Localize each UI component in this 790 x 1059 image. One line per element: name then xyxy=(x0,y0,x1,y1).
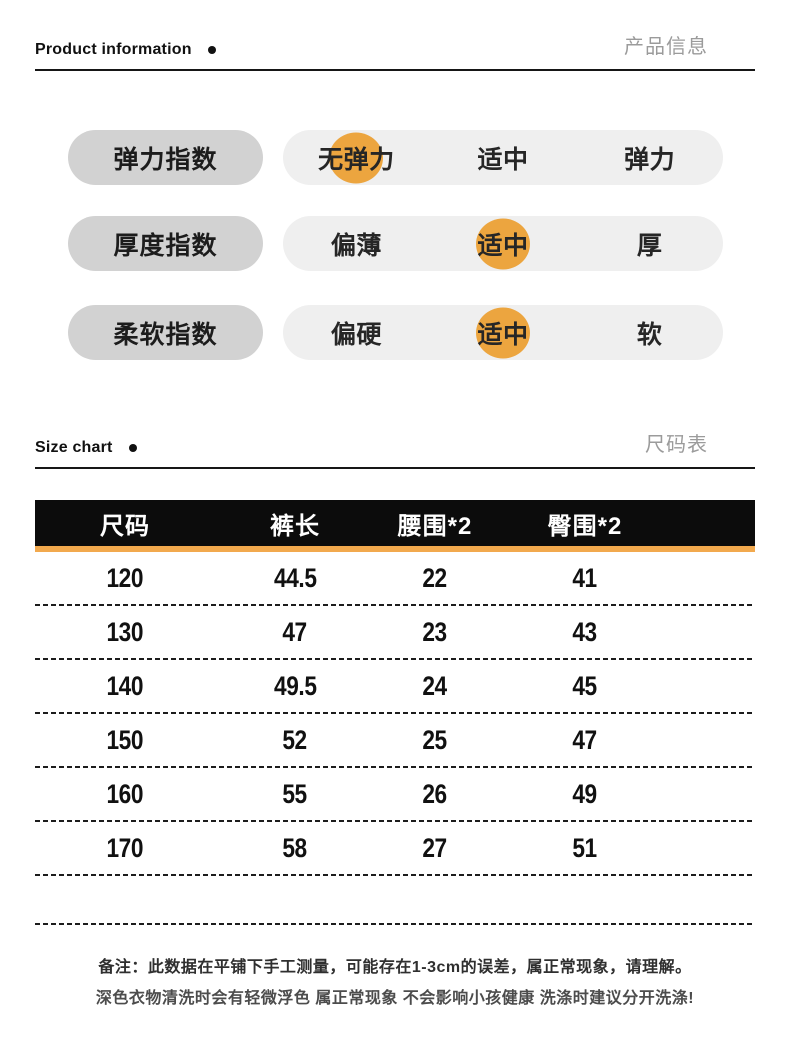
indicator-label: 弹力指数 xyxy=(68,130,263,185)
remark-washing: 深色衣物清洗时会有轻微浮色 属正常现象 不会影响小孩健康 洗涤时建议分开洗涤! xyxy=(95,990,695,1007)
indicator-option: 厚 xyxy=(576,216,723,271)
cell-size: 140 xyxy=(106,670,144,701)
indicator-option: 弹力 xyxy=(576,130,723,185)
cell-pant-length: 49.5 xyxy=(273,670,317,701)
table-row: 140 49.5 24 45 xyxy=(35,660,755,712)
indicator-option-label: 偏薄 xyxy=(330,231,382,260)
cell-pant-length: 58 xyxy=(282,832,308,863)
product-info-header: Product information 产品信息 xyxy=(35,30,755,71)
indicator-scale: 无弹力 适中 弹力 xyxy=(283,130,723,185)
size-chart-title-group: Size chart xyxy=(35,439,137,457)
indicator-option: 软 xyxy=(576,305,723,360)
indicator-option-label: 适中 xyxy=(477,145,529,174)
row-divider xyxy=(35,874,755,876)
indicator-label: 厚度指数 xyxy=(68,216,263,271)
indicator-label: 柔软指数 xyxy=(68,305,263,360)
cell-waist: 25 xyxy=(422,724,448,755)
indicator-option: 无弹力 xyxy=(283,130,430,185)
row-divider xyxy=(35,923,755,925)
accent-strip xyxy=(35,546,755,552)
row-divider xyxy=(35,604,755,606)
row-divider xyxy=(35,820,755,822)
cell-hip: 51 xyxy=(572,832,598,863)
cell-size: 160 xyxy=(106,778,144,809)
indicator-option: 适中 xyxy=(430,216,577,271)
table-row: 150 52 25 47 xyxy=(35,714,755,766)
cell-hip: 47 xyxy=(572,724,598,755)
indicator-option: 偏硬 xyxy=(283,305,430,360)
indicator-row-thickness: 厚度指数 偏薄 适中 厚 xyxy=(68,216,723,271)
size-chart-title-en: Size chart xyxy=(35,439,113,456)
cell-waist: 27 xyxy=(422,832,448,863)
bullet-dot-icon xyxy=(207,46,216,54)
indicator-option-label: 厚 xyxy=(636,231,663,260)
col-header-waist: 腰围*2 xyxy=(397,512,473,540)
col-header-hip: 臀围*2 xyxy=(547,512,623,540)
size-chart-table: 尺码 裤长 腰围*2 臀围*2 120 44.5 22 41 130 47 23… xyxy=(35,500,755,925)
table-empty-row xyxy=(35,876,755,923)
cell-size: 130 xyxy=(106,616,144,647)
remark-measurement: 备注：此数据在平铺下手工测量，可能存在1-3cm的误差，属正常现象，请理解。 xyxy=(98,959,692,976)
row-divider xyxy=(35,658,755,660)
row-divider xyxy=(35,766,755,768)
indicator-option-label: 偏硬 xyxy=(330,320,382,349)
cell-pant-length: 47 xyxy=(282,616,308,647)
product-info-title-en: Product information xyxy=(35,41,192,58)
cell-waist: 22 xyxy=(422,562,448,593)
cell-pant-length: 52 xyxy=(282,724,308,755)
cell-waist: 24 xyxy=(422,670,448,701)
cell-pant-length: 44.5 xyxy=(273,562,317,593)
col-header-pant-length: 裤长 xyxy=(270,512,320,540)
cell-hip: 49 xyxy=(572,778,598,809)
cell-size: 120 xyxy=(106,562,144,593)
product-info-title-group: Product information xyxy=(35,41,216,59)
bullet-dot-icon xyxy=(128,444,137,452)
indicator-scale: 偏硬 适中 软 xyxy=(283,305,723,360)
indicator-option-label: 适中 xyxy=(477,231,529,260)
col-header-size: 尺码 xyxy=(100,512,150,540)
indicator-option: 偏薄 xyxy=(283,216,430,271)
cell-hip: 41 xyxy=(572,562,598,593)
indicator-row-elasticity: 弹力指数 无弹力 适中 弹力 xyxy=(68,130,723,185)
product-info-title-zh: 产品信息 xyxy=(624,36,708,58)
indicator-row-softness: 柔软指数 偏硬 适中 软 xyxy=(68,305,723,360)
size-chart-title-zh: 尺码表 xyxy=(645,434,708,456)
remarks: 备注：此数据在平铺下手工测量，可能存在1-3cm的误差，属正常现象，请理解。 深… xyxy=(35,952,755,1014)
table-row: 170 58 27 51 xyxy=(35,822,755,874)
cell-waist: 26 xyxy=(422,778,448,809)
indicator-scale: 偏薄 适中 厚 xyxy=(283,216,723,271)
table-row: 130 47 23 43 xyxy=(35,606,755,658)
cell-waist: 23 xyxy=(422,616,448,647)
cell-size: 170 xyxy=(106,832,144,863)
size-chart-header: Size chart 尺码表 xyxy=(35,428,755,469)
cell-pant-length: 55 xyxy=(282,778,308,809)
row-divider xyxy=(35,712,755,714)
indicator-option: 适中 xyxy=(430,305,577,360)
cell-hip: 45 xyxy=(572,670,598,701)
table-row: 160 55 26 49 xyxy=(35,768,755,820)
indicator-option-label: 弹力 xyxy=(624,145,676,174)
indicator-option: 适中 xyxy=(430,130,577,185)
indicator-option-label: 无弹力 xyxy=(318,145,395,174)
indicator-option-label: 软 xyxy=(636,320,663,349)
cell-size: 150 xyxy=(106,724,144,755)
table-row: 120 44.5 22 41 xyxy=(35,552,755,604)
table-header-row: 尺码 裤长 腰围*2 臀围*2 xyxy=(35,500,755,546)
indicator-option-label: 适中 xyxy=(477,320,529,349)
cell-hip: 43 xyxy=(572,616,598,647)
